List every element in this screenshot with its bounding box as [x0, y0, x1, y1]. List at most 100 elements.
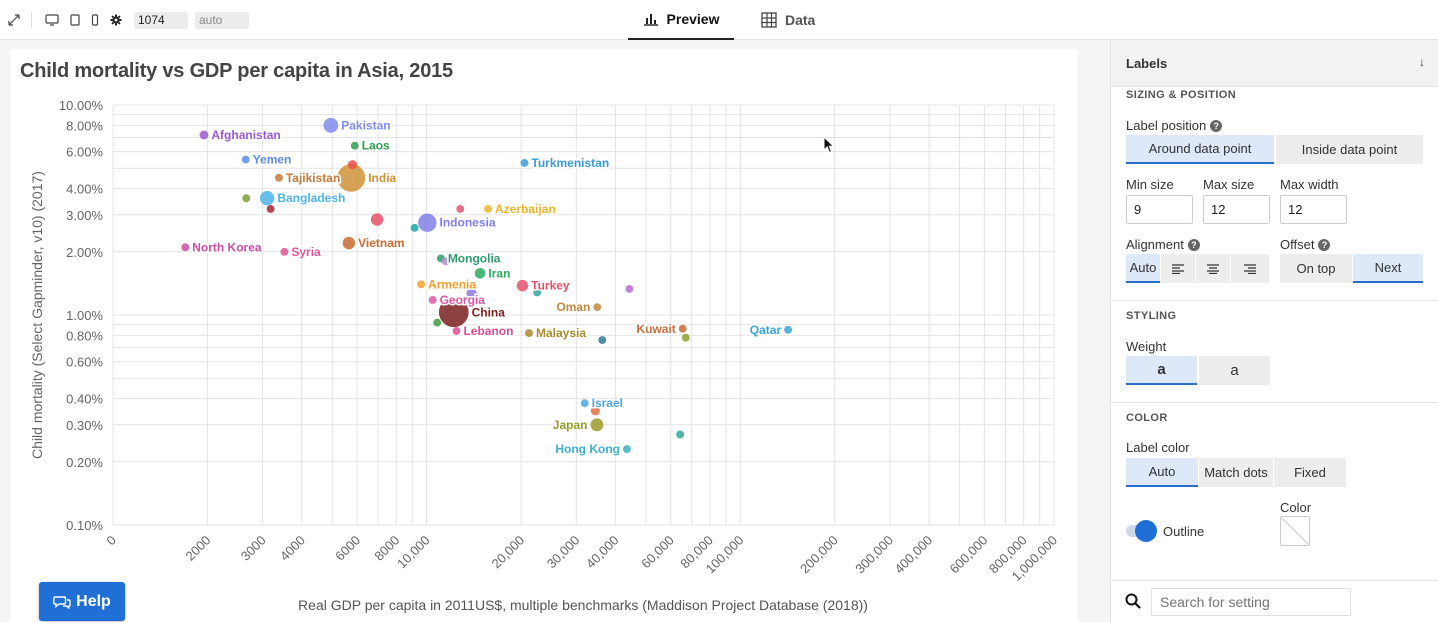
height-input[interactable]: auto — [195, 12, 249, 29]
preview-workspace: Child mortality vs GDP per capita in Asi… — [0, 40, 1110, 622]
point-label: Yemen — [253, 153, 292, 167]
help-question-icon[interactable]: ? — [1210, 119, 1223, 132]
y-tick-label: 1.00% — [66, 308, 103, 323]
bar-chart-icon — [643, 14, 658, 26]
help-question-icon[interactable]: ? — [1318, 238, 1331, 251]
labels-section-header[interactable]: Labels ↓ — [1111, 40, 1438, 87]
sizing-position-title: SIZING & POSITION — [1126, 89, 1237, 101]
toolbar-divider — [31, 12, 32, 28]
scatter-point — [681, 333, 690, 342]
gear-icon[interactable] — [108, 12, 124, 28]
align-right-icon[interactable] — [1231, 254, 1269, 283]
arrow-down-icon[interactable]: ↓ — [1419, 55, 1425, 69]
max-width-label: Max width — [1280, 177, 1339, 192]
y-tick-label: 0.40% — [66, 392, 103, 407]
scatter-point — [342, 236, 356, 250]
x-tick-label: 600,000 — [947, 533, 991, 577]
max-size-input[interactable]: 12 — [1203, 195, 1270, 224]
label-color-fixed[interactable]: Fixed — [1274, 458, 1346, 487]
scatter-point — [259, 190, 275, 206]
tablet-icon[interactable] — [67, 12, 83, 28]
scatter-point — [418, 213, 437, 232]
max-width-input[interactable]: 12 — [1280, 195, 1347, 224]
scatter-point — [428, 295, 437, 304]
point-label: Pakistan — [341, 118, 390, 132]
min-size-label: Min size — [1126, 177, 1174, 192]
weight-label: Weight — [1126, 339, 1167, 354]
scatter-point — [474, 267, 486, 279]
phone-icon[interactable] — [87, 12, 103, 28]
label-color-match-dots[interactable]: Match dots — [1199, 458, 1273, 487]
y-tick-label: 8.00% — [66, 118, 103, 133]
y-tick-label: 0.30% — [66, 418, 103, 433]
y-tick-label: 0.20% — [66, 455, 103, 470]
offset-text: Offset — [1280, 237, 1315, 252]
point-label: Iran — [488, 266, 510, 280]
point-label: Turkmenistan — [531, 156, 609, 170]
y-tick-label: 6.00% — [66, 145, 103, 160]
outline-toggle-knob[interactable] — [1135, 520, 1157, 542]
settings-panel: Labels ↓ SIZING & POSITION Label positio… — [1110, 40, 1438, 622]
scatter-point — [181, 243, 190, 252]
x-tick-label: 6000 — [332, 533, 363, 564]
label-position-around[interactable]: Around data point — [1126, 135, 1274, 164]
color-swatch[interactable] — [1280, 516, 1310, 546]
point-label: China — [472, 305, 506, 319]
help-question-icon[interactable]: ? — [1187, 238, 1200, 251]
alignment-auto[interactable]: Auto — [1126, 254, 1160, 283]
point-label: Vietnam — [358, 236, 404, 250]
point-label: Afghanistan — [211, 128, 280, 142]
point-label: Kuwait — [636, 322, 675, 336]
label-position-inside[interactable]: Inside data point — [1276, 135, 1423, 164]
x-tick-label: 300,000 — [852, 533, 896, 577]
settings-search-input[interactable] — [1151, 588, 1351, 616]
labels-section-title: Labels — [1126, 56, 1168, 71]
point-label: Mongolia — [448, 251, 501, 265]
y-tick-label: 0.80% — [66, 328, 103, 343]
y-tick-label: 0.60% — [66, 355, 103, 370]
scatter-point — [266, 204, 275, 213]
point-label: Bangladesh — [277, 191, 345, 205]
scatter-point — [525, 329, 533, 338]
scatter-point — [441, 257, 450, 266]
min-size-input[interactable]: 9 — [1126, 195, 1193, 224]
point-label: Qatar — [750, 323, 782, 337]
point-label: Tajikistan — [286, 171, 340, 185]
align-left-icon[interactable] — [1161, 254, 1195, 283]
label-color-auto[interactable]: Auto — [1126, 458, 1198, 487]
scatter-point — [370, 213, 384, 226]
outline-label: Outline — [1163, 524, 1205, 539]
scatter-point — [438, 297, 469, 328]
scatter-point — [520, 158, 529, 167]
scatter-point — [590, 406, 600, 416]
weight-bold[interactable]: a — [1126, 356, 1197, 385]
weight-regular[interactable]: a — [1199, 356, 1270, 385]
align-center-icon[interactable] — [1196, 254, 1230, 283]
offset-next[interactable]: Next — [1353, 254, 1423, 283]
x-axis-label: Real GDP per capita in 2011US$, multiple… — [298, 597, 868, 613]
point-label: Lebanon — [463, 324, 513, 338]
styling-title: STYLING — [1126, 310, 1177, 322]
tab-data[interactable]: Data — [761, 0, 815, 40]
point-label: Syria — [291, 245, 321, 259]
expand-icon[interactable] — [6, 12, 22, 28]
point-label: Laos — [362, 139, 390, 153]
tab-data-label: Data — [785, 12, 816, 28]
help-button[interactable]: Help — [39, 582, 125, 621]
tab-preview[interactable]: Preview — [628, 0, 734, 40]
scatter-point — [580, 399, 589, 408]
width-input[interactable]: 1074 — [134, 12, 188, 29]
label-position-label: Label position ? — [1126, 118, 1223, 133]
section-divider — [1111, 300, 1438, 301]
offset-label: Offset ? — [1280, 237, 1331, 252]
desktop-icon[interactable] — [44, 12, 60, 28]
y-tick-label: 4.00% — [66, 182, 103, 197]
scatter-point — [456, 204, 465, 213]
scatter-point — [784, 325, 793, 334]
x-tick-label: 40,000 — [583, 533, 622, 572]
tab-preview-label: Preview — [666, 11, 720, 27]
scatter-point — [274, 173, 283, 182]
offset-on-top[interactable]: On top — [1280, 254, 1352, 283]
scatter-point — [533, 288, 542, 297]
x-tick-label: 30,000 — [544, 533, 583, 572]
